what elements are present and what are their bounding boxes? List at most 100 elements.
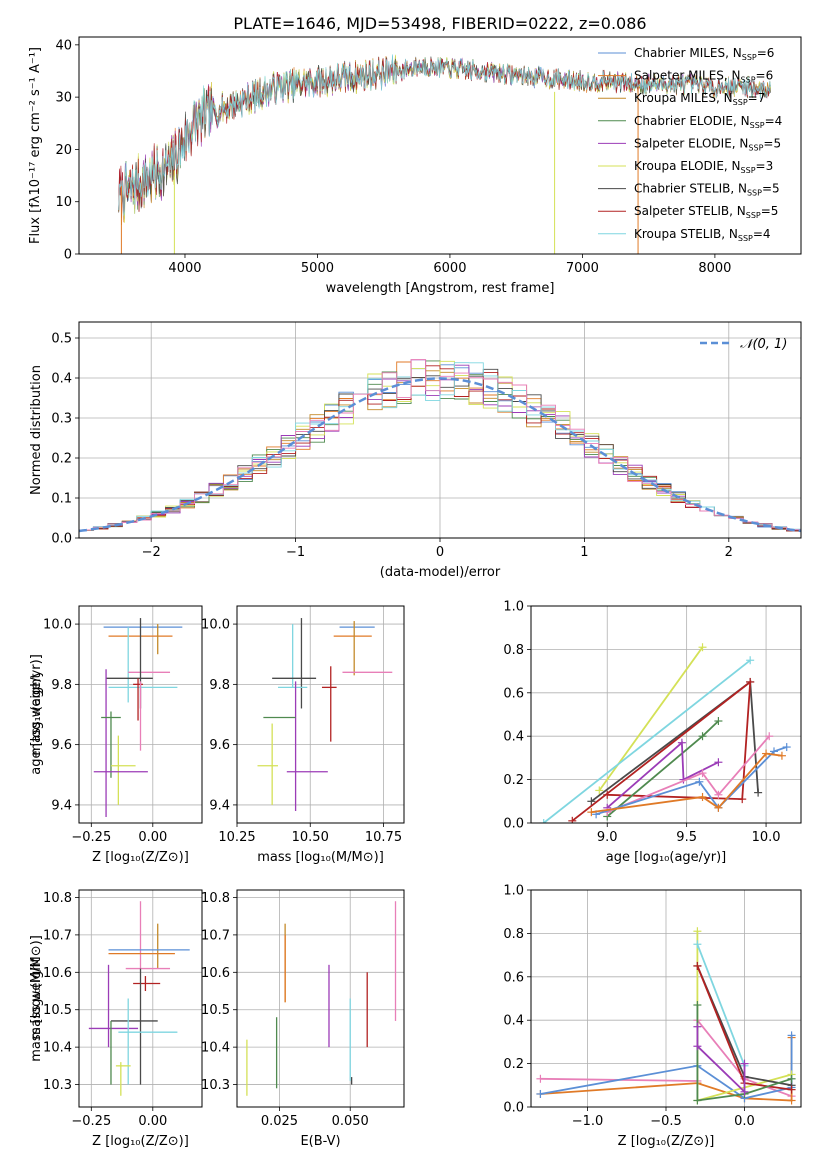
panel-spectrum: 4000 5000 6000 7000 8000 0 10 20 30 40 wavelength … xyxy=(28,36,802,296)
series-marker xyxy=(746,656,755,665)
panel-mass_weight_vs_z: −1.0 −0.5 0.0 0.0 0.2 0.4 0.6 0.8 1.0 Z [log₁₀(Z/… xyxy=(29,884,802,1149)
plot-area xyxy=(246,901,397,1096)
series-marker xyxy=(693,1042,702,1051)
y-tick-label: 10.4 xyxy=(201,1041,230,1056)
y-tick-label: 0.0 xyxy=(503,817,524,832)
panel-mass_weight_vs_age: 9.0 9.5 10.0 0.0 0.2 0.4 0.6 0.8 1.0 age [log₁₀(a… xyxy=(29,600,802,865)
series-marker xyxy=(787,1074,796,1083)
axes-frame xyxy=(236,605,405,824)
y-tick-label: 30 xyxy=(55,91,72,106)
series-marker xyxy=(536,1074,545,1083)
histogram-series xyxy=(79,359,801,531)
y-tick-label: 9.6 xyxy=(51,738,72,753)
legend-entry: Chabrier STELIB, NSSP=5 xyxy=(634,182,780,198)
series-marker xyxy=(738,795,747,804)
series-marker xyxy=(677,738,686,747)
data-point xyxy=(110,735,136,805)
plot-area xyxy=(88,901,190,1096)
x-tick-label: −0.5 xyxy=(650,1114,682,1129)
series-marker xyxy=(714,790,723,799)
x-tick-label: 2 xyxy=(725,545,733,560)
y-tick-label: 10.3 xyxy=(43,1078,72,1093)
plot-area xyxy=(93,618,183,817)
series-marker xyxy=(782,743,791,752)
plot-area xyxy=(539,643,791,823)
y-tick-label: 0.2 xyxy=(503,773,524,788)
y-axis-label: Normed distribution xyxy=(29,365,44,495)
x-tick-label: 0.00 xyxy=(138,1114,167,1129)
x-tick-label: 9.5 xyxy=(676,830,697,845)
legend-entry: Salpeter STELIB, NSSP=5 xyxy=(634,204,778,220)
series-line xyxy=(606,740,719,809)
axes-frame xyxy=(530,605,802,824)
legend-entry: Kroupa ELODIE, NSSP=3 xyxy=(634,159,773,175)
axes-frame xyxy=(78,36,802,255)
panels: 4000 5000 6000 7000 8000010203040wavelength … xyxy=(28,36,802,1149)
data-point xyxy=(101,711,121,778)
y-tick-label: 10.7 xyxy=(201,928,230,943)
x-tick-label: 10.50 xyxy=(292,830,329,845)
y-tick-label: 0.2 xyxy=(503,1057,524,1072)
y-tick-label: 0.1 xyxy=(51,492,72,507)
x-axis-label: wavelength [Angstrom, rest frame] xyxy=(326,281,555,296)
x-axis-label: age [log₁₀(age/yr)] xyxy=(606,850,727,865)
legend: Chabrier MILES, NSSP=6 Salpeter MILES, NS… xyxy=(598,46,782,243)
y-tick-label: 20 xyxy=(55,143,72,158)
axes-frame xyxy=(78,889,203,1108)
series-line xyxy=(696,1005,792,1102)
series-marker xyxy=(536,1089,545,1098)
series-marker xyxy=(693,1001,702,1010)
series-marker xyxy=(714,803,723,812)
legend-entry: Salpeter ELODIE, NSSP=5 xyxy=(634,136,781,152)
axes-frame xyxy=(530,889,802,1108)
y-tick-label: 9.8 xyxy=(51,678,72,693)
panel-age_vs_z: −0.25 0.00 9.4 9.6 9.8 10.0 Z [log₁₀(Z/Z⊙)] age… xyxy=(29,605,203,865)
series-marker xyxy=(568,816,577,823)
series-marker xyxy=(754,788,763,797)
y-tick-label: 10.5 xyxy=(201,1003,230,1018)
y-axis-label: mass weight xyxy=(29,673,44,755)
x-tick-label: 0.0 xyxy=(734,1114,755,1129)
series-marker xyxy=(587,797,596,806)
y-tick-label: 0.4 xyxy=(51,372,72,387)
plot-area xyxy=(79,359,801,533)
y-tick-label: 0 xyxy=(64,248,72,263)
x-axis-label: Z [log₁₀(Z/Z⊙)] xyxy=(92,1134,189,1149)
series-line xyxy=(696,943,746,1067)
series-marker xyxy=(539,819,548,823)
x-tick-label: −2 xyxy=(142,545,161,560)
y-axis-label: mass weight xyxy=(29,957,44,1039)
y-tick-label: 9.8 xyxy=(209,678,230,693)
data-point xyxy=(321,666,337,742)
y-tick-label: 40 xyxy=(55,38,72,53)
y-tick-label: 0.4 xyxy=(503,1014,524,1029)
x-tick-label: 7000 xyxy=(566,261,599,276)
y-tick-label: 9.4 xyxy=(51,798,72,813)
series-marker xyxy=(698,792,707,801)
series-marker xyxy=(765,732,774,741)
series-line xyxy=(696,1026,746,1094)
y-tick-label: 10.0 xyxy=(43,618,72,633)
y-tick-label: 9.6 xyxy=(209,738,230,753)
y-tick-label: 0.3 xyxy=(51,412,72,427)
data-point xyxy=(133,976,161,992)
x-tick-label: 6000 xyxy=(433,261,466,276)
y-tick-label: 0.4 xyxy=(503,730,524,745)
series-marker xyxy=(693,940,702,949)
legend-entry: Kroupa MILES, NSSP=7 xyxy=(634,91,765,107)
series-marker xyxy=(595,786,604,795)
y-tick-label: 10 xyxy=(55,195,72,210)
y-tick-label: 0.0 xyxy=(51,532,72,547)
series-marker xyxy=(787,1096,796,1105)
series-line xyxy=(571,680,752,822)
y-axis-label: age [log₁₀(age/yr)] xyxy=(29,654,44,775)
series-line xyxy=(606,735,770,813)
y-tick-label: 0.8 xyxy=(503,643,524,658)
plot-area xyxy=(118,54,771,254)
series-marker xyxy=(787,1085,796,1094)
x-tick-label: −1 xyxy=(286,545,305,560)
x-tick-label: 9.0 xyxy=(597,830,618,845)
series-line xyxy=(118,54,771,216)
y-tick-label: 0.2 xyxy=(51,452,72,467)
x-tick-label: −1.0 xyxy=(572,1114,604,1129)
